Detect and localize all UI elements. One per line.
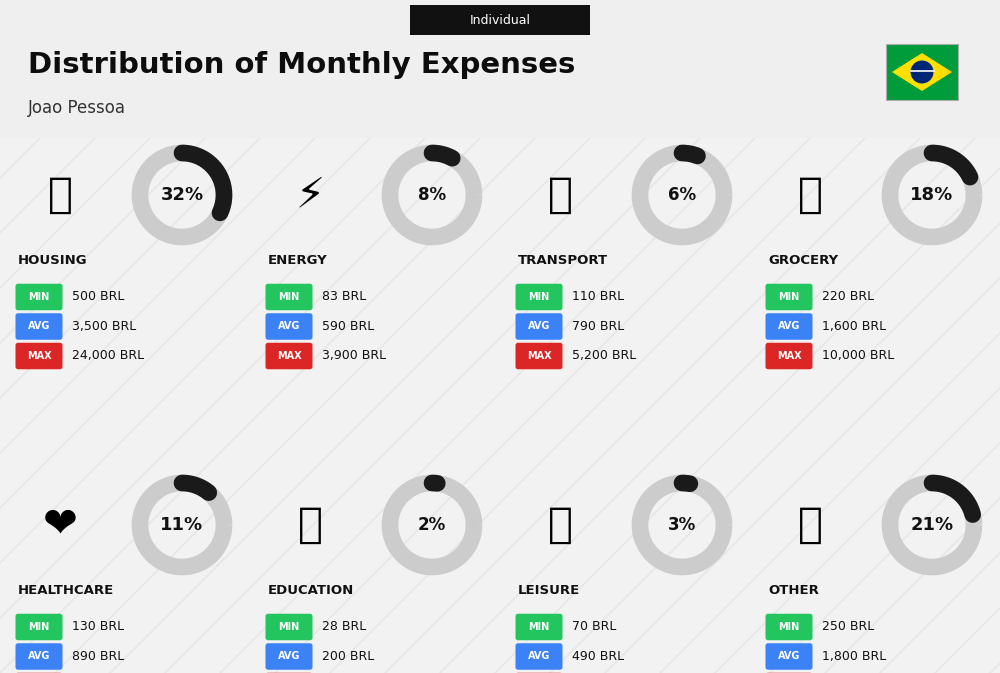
Text: 🛍: 🛍 — [548, 504, 572, 546]
Text: 32%: 32% — [160, 186, 204, 204]
Text: AVG: AVG — [528, 651, 550, 662]
Text: 890 BRL: 890 BRL — [72, 650, 124, 663]
Text: Joao Pessoa: Joao Pessoa — [28, 99, 126, 117]
Text: MIN: MIN — [528, 292, 550, 302]
Text: MAX: MAX — [777, 351, 801, 361]
Text: MAX: MAX — [277, 351, 301, 361]
Text: GROCERY: GROCERY — [768, 254, 838, 267]
Text: MIN: MIN — [278, 622, 300, 632]
Text: ENERGY: ENERGY — [268, 254, 328, 267]
FancyBboxPatch shape — [266, 284, 312, 310]
Text: 200 BRL: 200 BRL — [322, 650, 374, 663]
Text: ⚡: ⚡ — [295, 174, 325, 216]
FancyBboxPatch shape — [765, 284, 812, 310]
Text: MIN: MIN — [28, 622, 50, 632]
Text: 🛒: 🛒 — [798, 174, 822, 216]
Text: 🏢: 🏢 — [48, 174, 72, 216]
FancyBboxPatch shape — [765, 343, 812, 369]
Text: 21%: 21% — [910, 516, 954, 534]
Text: 🎓: 🎓 — [298, 504, 322, 546]
Text: Individual: Individual — [470, 13, 530, 26]
Text: HEALTHCARE: HEALTHCARE — [18, 584, 114, 598]
Text: 5,200 BRL: 5,200 BRL — [572, 349, 636, 363]
Text: 8%: 8% — [418, 186, 446, 204]
Text: 10,000 BRL: 10,000 BRL — [822, 349, 894, 363]
FancyBboxPatch shape — [266, 343, 312, 369]
Text: AVG: AVG — [528, 322, 550, 332]
Text: TRANSPORT: TRANSPORT — [518, 254, 608, 267]
Text: 70 BRL: 70 BRL — [572, 621, 616, 633]
Text: AVG: AVG — [28, 651, 50, 662]
Text: 18%: 18% — [910, 186, 954, 204]
Text: 220 BRL: 220 BRL — [822, 291, 874, 304]
Text: 6%: 6% — [668, 186, 696, 204]
FancyBboxPatch shape — [16, 313, 62, 340]
Text: MIN: MIN — [778, 622, 800, 632]
FancyBboxPatch shape — [16, 614, 62, 640]
FancyBboxPatch shape — [765, 643, 812, 670]
Text: 110 BRL: 110 BRL — [572, 291, 624, 304]
Text: HOUSING: HOUSING — [18, 254, 88, 267]
Text: MAX: MAX — [527, 351, 551, 361]
Text: 11%: 11% — [160, 516, 204, 534]
FancyBboxPatch shape — [0, 0, 1000, 138]
Text: AVG: AVG — [778, 322, 800, 332]
Text: EDUCATION: EDUCATION — [268, 584, 354, 598]
Text: 3,900 BRL: 3,900 BRL — [322, 349, 386, 363]
Text: 490 BRL: 490 BRL — [572, 650, 624, 663]
Text: AVG: AVG — [28, 322, 50, 332]
Text: ❤: ❤ — [43, 504, 77, 546]
FancyBboxPatch shape — [515, 614, 562, 640]
Text: Distribution of Monthly Expenses: Distribution of Monthly Expenses — [28, 51, 575, 79]
Text: 🚌: 🚌 — [548, 174, 572, 216]
Text: MAX: MAX — [27, 351, 51, 361]
FancyBboxPatch shape — [515, 643, 562, 670]
Text: 790 BRL: 790 BRL — [572, 320, 624, 333]
Text: 250 BRL: 250 BRL — [822, 621, 874, 633]
Text: OTHER: OTHER — [768, 584, 819, 598]
Circle shape — [911, 61, 934, 83]
FancyBboxPatch shape — [515, 343, 562, 369]
Text: AVG: AVG — [778, 651, 800, 662]
Text: MIN: MIN — [28, 292, 50, 302]
FancyBboxPatch shape — [886, 44, 958, 100]
FancyBboxPatch shape — [410, 5, 590, 35]
Text: 24,000 BRL: 24,000 BRL — [72, 349, 144, 363]
Text: 3,500 BRL: 3,500 BRL — [72, 320, 136, 333]
Text: 2%: 2% — [418, 516, 446, 534]
FancyBboxPatch shape — [515, 284, 562, 310]
Text: AVG: AVG — [278, 651, 300, 662]
Text: LEISURE: LEISURE — [518, 584, 580, 598]
FancyBboxPatch shape — [16, 343, 62, 369]
Text: 500 BRL: 500 BRL — [72, 291, 124, 304]
FancyBboxPatch shape — [266, 313, 312, 340]
Text: 3%: 3% — [668, 516, 696, 534]
Text: MIN: MIN — [778, 292, 800, 302]
Text: MIN: MIN — [528, 622, 550, 632]
Text: 1,800 BRL: 1,800 BRL — [822, 650, 886, 663]
FancyBboxPatch shape — [515, 313, 562, 340]
FancyBboxPatch shape — [266, 614, 312, 640]
Text: 👛: 👛 — [798, 504, 822, 546]
Text: 83 BRL: 83 BRL — [322, 291, 366, 304]
Text: 590 BRL: 590 BRL — [322, 320, 374, 333]
FancyBboxPatch shape — [765, 313, 812, 340]
Text: AVG: AVG — [278, 322, 300, 332]
Text: 1,600 BRL: 1,600 BRL — [822, 320, 886, 333]
Text: 28 BRL: 28 BRL — [322, 621, 366, 633]
FancyBboxPatch shape — [266, 643, 312, 670]
FancyBboxPatch shape — [765, 614, 812, 640]
Text: MIN: MIN — [278, 292, 300, 302]
FancyBboxPatch shape — [16, 284, 62, 310]
Text: 130 BRL: 130 BRL — [72, 621, 124, 633]
Polygon shape — [892, 53, 952, 91]
FancyBboxPatch shape — [16, 643, 62, 670]
